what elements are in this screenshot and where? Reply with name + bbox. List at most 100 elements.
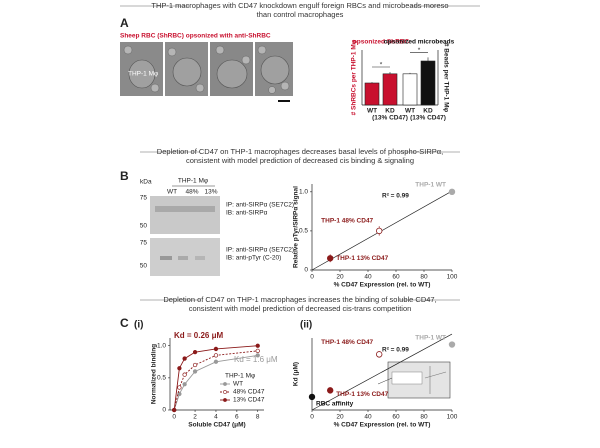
x-tick-label: KD	[385, 108, 395, 115]
heading: consistent with model prediction of decr…	[186, 156, 414, 165]
legend-label: opsonized ShRBC	[353, 39, 410, 46]
point	[213, 353, 219, 358]
x-axis-label: % CD47 Expression (rel. to WT)	[334, 422, 431, 429]
blot-note: IB: anti-SIRPα	[226, 210, 268, 217]
y2-axis-label: # Beads per THP-1 Mφ	[442, 43, 449, 113]
point	[182, 382, 187, 387]
point	[308, 393, 316, 401]
bar	[364, 82, 380, 106]
image-label: THP-1 Mφ	[128, 71, 158, 78]
panel-label: B	[120, 169, 129, 183]
panel-label: A	[120, 16, 129, 30]
point-label: THP-1 WT	[415, 182, 446, 189]
annotation: *	[380, 62, 383, 69]
category-note: (13% CD47)	[410, 115, 446, 122]
x-tick-label: 0	[310, 414, 314, 421]
point	[255, 348, 260, 354]
y-tick-label: 0.5	[157, 375, 166, 382]
blot-group: THP-1 Mφ	[178, 178, 208, 185]
point-label: THP-1 13% CD47	[336, 255, 388, 262]
point	[255, 353, 260, 358]
legend-label: 48% CD47	[233, 389, 265, 396]
y-tick-label: 0	[162, 407, 166, 414]
sub-label: (ii)	[300, 320, 312, 331]
point	[192, 362, 198, 368]
bar	[402, 73, 418, 106]
x-tick-label: 40	[364, 274, 372, 281]
point	[327, 255, 334, 262]
x-tick-label: 20	[336, 414, 344, 421]
series-line	[173, 350, 258, 411]
point	[448, 188, 456, 196]
x-tick-label: 80	[420, 414, 428, 421]
blot-note: IP: anti-SIRPα (SE7C2)	[226, 247, 294, 254]
heading: Depletion of CD47 on THP-1 macrophages d…	[157, 147, 443, 156]
blot-unit: kDa	[140, 179, 152, 186]
lane-label: 13%	[204, 189, 217, 196]
heading: THP-1 macrophages with CD47 knockdown en…	[151, 1, 448, 10]
x-tick-label: 6	[235, 414, 239, 421]
x-tick-label: 4	[214, 414, 218, 421]
x-tick-label: 100	[447, 274, 458, 281]
series-line	[173, 345, 258, 411]
x-tick-label: WT	[367, 108, 377, 115]
point-label: THP-1 48% CD47	[321, 218, 373, 225]
x-tick-label: 20	[336, 274, 344, 281]
legend-marker	[223, 398, 227, 402]
y-tick-label: 1.0	[157, 342, 166, 349]
x-axis-label: Soluble CD47 (μM)	[188, 422, 245, 429]
panel-label: C	[120, 316, 129, 330]
bar	[420, 60, 436, 106]
lane-label: WT	[167, 189, 177, 196]
image-caption: Sheep RBC (ShRBC) opsonized with anti-Sh…	[120, 33, 271, 40]
legend-title: THP-1 Mφ	[225, 373, 255, 380]
r-squared: R² = 0.99	[382, 347, 409, 354]
point-label: RBC affinity	[316, 401, 354, 408]
blots	[150, 185, 220, 276]
x-tick-label: WT	[405, 108, 415, 115]
point	[213, 359, 219, 364]
point	[182, 372, 187, 377]
point	[376, 351, 383, 358]
x-tick-label: 60	[392, 274, 400, 281]
r-squared: R² = 0.99	[382, 193, 409, 200]
sub-label: (i)	[134, 320, 143, 331]
y-tick-label: 0.5	[299, 228, 308, 235]
point-label: THP-1 48% CD47	[321, 339, 373, 346]
point	[182, 356, 187, 361]
x-tick-label: 60	[392, 414, 400, 421]
x-tick-label: 0	[172, 414, 176, 421]
legend-label: 13% CD47	[233, 397, 265, 404]
x-tick-label: 80	[420, 274, 428, 281]
model-inset	[377, 361, 451, 399]
point	[192, 369, 198, 374]
fit-line	[311, 333, 453, 411]
blot-note: IB: anti-pTyr (C-20)	[226, 255, 281, 262]
point	[177, 366, 182, 371]
category-note: (13% CD47)	[372, 115, 408, 122]
series-line	[173, 354, 258, 411]
legend-label: opsonized microbeads	[384, 39, 455, 46]
x-tick-label: 0	[310, 274, 314, 281]
point	[448, 341, 456, 348]
legend-marker	[223, 390, 227, 394]
lane-label: 48%	[185, 189, 198, 196]
annotation: *	[418, 47, 421, 54]
point	[213, 346, 219, 352]
legend-label: WT	[233, 381, 243, 388]
bar	[382, 73, 398, 106]
y-tick-label: 0	[304, 267, 308, 274]
point	[327, 387, 334, 394]
legend-marker	[223, 382, 227, 386]
blot-marker: 75	[140, 240, 148, 247]
point	[192, 349, 198, 355]
heading: Depletion of CD47 on THP-1 macrophages i…	[163, 295, 436, 304]
x-tick-label: 2	[193, 414, 197, 421]
micrographs	[120, 42, 293, 102]
y-tick-label: 1.0	[299, 189, 308, 196]
blot-note: IP: anti-SIRPα (SE7C2)	[226, 202, 294, 209]
point-label: THP-1 WT	[415, 334, 446, 341]
x-tick-label: 40	[364, 414, 372, 421]
heading: than control macrophages	[257, 10, 344, 19]
